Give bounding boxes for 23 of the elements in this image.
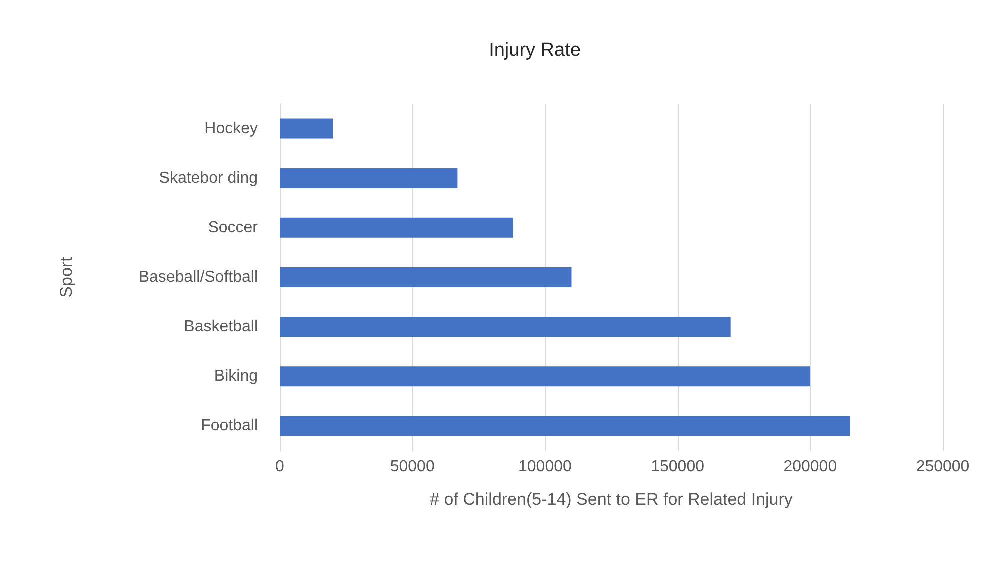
bar — [280, 317, 731, 338]
y-tick-label: Baseball/Softball — [138, 269, 258, 286]
y-tick-label: Skatebor ding — [159, 170, 258, 187]
bar — [280, 168, 458, 188]
y-axis-title: Sport — [57, 256, 76, 298]
x-tick-label: 200000 — [784, 458, 838, 476]
bar — [280, 218, 514, 238]
y-tick-label: Basketball — [184, 318, 258, 336]
bar — [280, 416, 850, 436]
y-tick-label: Biking — [214, 368, 258, 386]
x-tick-label: 0 — [276, 458, 285, 476]
bar — [280, 366, 810, 387]
x-tick-label: 150000 — [651, 458, 705, 476]
x-tick-label: 250000 — [916, 458, 970, 476]
y-tick-label: Hockey — [204, 120, 258, 138]
chart-title: Injury Rate — [489, 40, 581, 61]
y-tick-label: Soccer — [208, 219, 259, 236]
x-tick-label: 100000 — [518, 458, 572, 476]
x-axis-title: # of Children(5-14) Sent to ER for Related Injury — [430, 490, 794, 509]
bar — [280, 268, 572, 288]
bar — [280, 118, 334, 139]
y-tick-label: Football — [201, 418, 258, 435]
x-tick-label: 50000 — [390, 458, 435, 476]
